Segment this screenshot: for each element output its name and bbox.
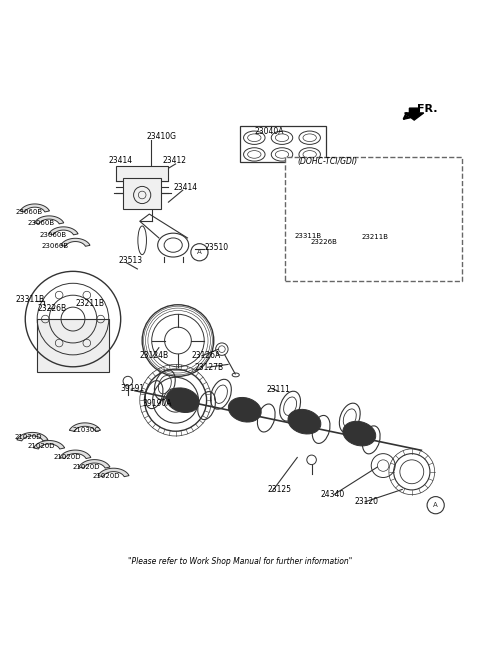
- Text: 23414: 23414: [173, 183, 197, 193]
- Text: 23513: 23513: [118, 256, 143, 265]
- Ellipse shape: [288, 409, 321, 434]
- Bar: [240, 126, 326, 162]
- Text: 23060B: 23060B: [39, 232, 67, 238]
- Ellipse shape: [343, 421, 376, 446]
- Text: "Please refer to Work Shop Manual for further information": "Please refer to Work Shop Manual for fu…: [128, 557, 352, 565]
- Text: 23311B: 23311B: [16, 295, 45, 303]
- Polygon shape: [405, 108, 424, 120]
- Polygon shape: [98, 468, 129, 477]
- Polygon shape: [35, 216, 64, 224]
- Bar: [123, 178, 161, 209]
- Text: 23414: 23414: [109, 156, 133, 165]
- Text: 23120: 23120: [355, 497, 379, 506]
- Text: A: A: [197, 250, 202, 256]
- Text: 21020D: 21020D: [54, 454, 82, 460]
- Polygon shape: [60, 450, 91, 459]
- Text: 23226B: 23226B: [37, 304, 66, 312]
- Text: 24340: 24340: [320, 490, 345, 498]
- Text: 21020D: 21020D: [15, 434, 42, 440]
- Ellipse shape: [166, 388, 199, 412]
- Text: 21030C: 21030C: [73, 427, 100, 433]
- Text: 23060B: 23060B: [42, 243, 69, 249]
- Polygon shape: [79, 459, 110, 468]
- Text: (DOHC-TCI/GDI): (DOHC-TCI/GDI): [297, 157, 358, 166]
- Text: 23125: 23125: [268, 485, 292, 494]
- Polygon shape: [17, 432, 48, 441]
- Ellipse shape: [228, 397, 261, 422]
- Text: 23126A: 23126A: [192, 352, 221, 360]
- Text: 39190A: 39190A: [142, 399, 172, 408]
- Text: 39191: 39191: [120, 384, 145, 393]
- Text: 23124B: 23124B: [140, 352, 169, 360]
- Text: 23127B: 23127B: [195, 363, 224, 372]
- Text: A: A: [433, 502, 438, 508]
- Bar: [116, 166, 168, 181]
- Text: 21020D: 21020D: [92, 473, 120, 479]
- Polygon shape: [70, 423, 100, 432]
- Polygon shape: [49, 227, 78, 235]
- Text: 21020D: 21020D: [28, 444, 55, 449]
- Polygon shape: [34, 440, 65, 449]
- Text: 23226B: 23226B: [311, 239, 337, 245]
- Text: 23510: 23510: [204, 243, 228, 252]
- Bar: [364, 224, 419, 267]
- Text: 23060B: 23060B: [16, 209, 43, 214]
- Bar: [37, 319, 109, 371]
- Text: 23111: 23111: [266, 385, 290, 394]
- Text: 23040A: 23040A: [254, 127, 284, 136]
- Text: 23410G: 23410G: [147, 132, 177, 141]
- Text: 23211B: 23211B: [75, 299, 104, 308]
- Text: 23412: 23412: [163, 156, 187, 165]
- Text: FR.: FR.: [417, 104, 437, 114]
- Text: 23311B: 23311B: [295, 232, 322, 238]
- Polygon shape: [60, 238, 90, 246]
- Text: 23211B: 23211B: [362, 234, 389, 240]
- Text: 21020D: 21020D: [73, 463, 100, 469]
- FancyBboxPatch shape: [285, 157, 462, 281]
- Polygon shape: [20, 204, 49, 212]
- Text: 23060B: 23060B: [28, 220, 55, 226]
